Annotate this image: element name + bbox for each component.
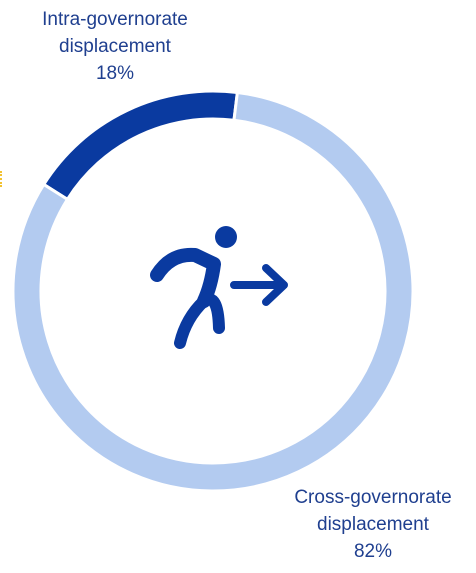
slice-intra-governorate: [41, 89, 240, 202]
slice-cross-governorate: [11, 90, 415, 493]
data-label-intra-governorate: Intra-governorate displacement 18%: [10, 6, 220, 87]
donut-slices: [11, 89, 415, 493]
data-label-cross-line2: displacement: [317, 514, 429, 535]
data-label-intra-line2: displacement: [59, 36, 171, 57]
edge-marker: [0, 171, 5, 187]
data-label-intra-value: 18%: [95, 63, 135, 84]
data-label-cross-line1: Cross-governorate: [294, 487, 452, 508]
data-label-cross-governorate: Cross-governorate displacement 82%: [270, 484, 476, 565]
running-person-arrow-icon: [150, 226, 288, 349]
data-label-cross-value: 82%: [353, 541, 393, 562]
data-label-intra-line1: Intra-governorate: [42, 9, 188, 30]
